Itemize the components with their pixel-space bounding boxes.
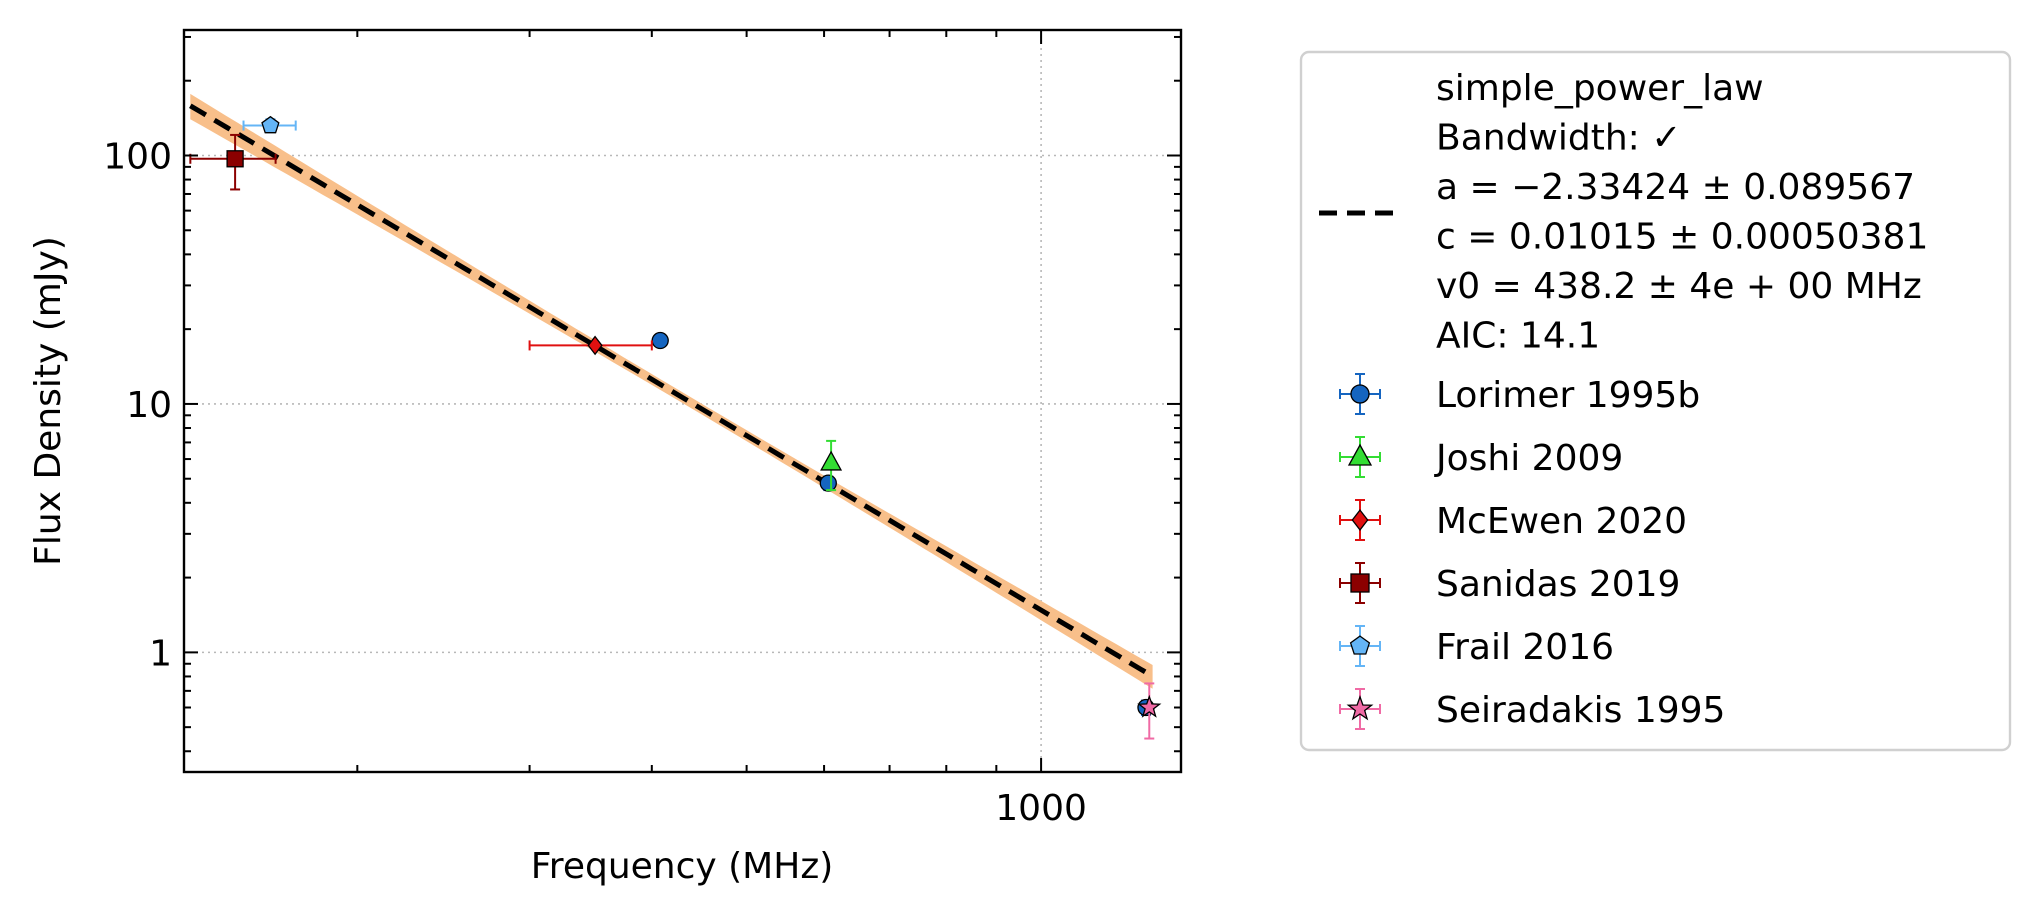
- legend-fit-line-1: simple_power_law: [1436, 68, 1764, 109]
- grid-lines: [184, 30, 1181, 772]
- legend-label: Lorimer 1995b: [1436, 375, 1700, 416]
- data-point-mcewen-2020: [528, 335, 653, 356]
- legend-marker-circle: [1350, 384, 1370, 404]
- marker-pentagon: [261, 115, 280, 134]
- y-tick-label: 10: [126, 385, 172, 426]
- legend-fit-line-4: c = 0.01015 ± 0.00050381: [1436, 217, 1928, 258]
- legend-fit-line-3: a = −2.33424 ± 0.089567: [1436, 167, 1915, 208]
- legend: simple_power_law Bandwidth: ✓ a = −2.33424…: [1299, 50, 2012, 752]
- legend-marker-square: [1350, 573, 1370, 593]
- data-point-lorimer-1995b: [819, 474, 837, 492]
- data-point-joshi-2009: [820, 439, 843, 492]
- data-points: [189, 115, 1162, 740]
- legend-marker-diamond: [1351, 509, 1369, 531]
- axis-ticks: 1000 1 10 100: [103, 30, 1181, 829]
- legend-entry: Lorimer 1995b: [1339, 373, 1700, 416]
- legend-entry: Seiradakis 1995: [1339, 688, 1725, 731]
- marker-triangle: [820, 450, 843, 471]
- legend-marker-star: [1346, 694, 1374, 721]
- legend-marker-pentagon: [1349, 635, 1371, 655]
- legend-marker-triangle: [1347, 443, 1373, 466]
- y-tick-label: 100: [103, 136, 172, 177]
- legend-entry: Joshi 2009: [1339, 436, 1623, 479]
- marker-circle: [651, 331, 669, 350]
- marker-square: [226, 150, 244, 168]
- legend-label: Sanidas 2019: [1436, 564, 1680, 605]
- fit-uncertainty-band: [190, 93, 1153, 689]
- data-point-frail-2016: [242, 115, 297, 134]
- y-tick-label: 1: [149, 633, 172, 674]
- x-tick-label: 1000: [995, 788, 1087, 829]
- legend-fit-line-6: AIC: 14.1: [1436, 316, 1600, 357]
- legend-label: Joshi 2009: [1434, 438, 1623, 479]
- data-point-seiradakis-1995: [1137, 682, 1162, 740]
- plot-frame: [182, 28, 1183, 774]
- legend-entry: Frail 2016: [1339, 625, 1614, 668]
- legend-entry: McEwen 2020: [1339, 499, 1687, 542]
- legend-fit-line-2: Bandwidth: ✓: [1436, 118, 1681, 159]
- x-axis-label: Frequency (MHz): [531, 846, 834, 887]
- legend-label: McEwen 2020: [1436, 501, 1687, 542]
- legend-label: Seiradakis 1995: [1436, 690, 1725, 731]
- legend-label: Frail 2016: [1436, 627, 1614, 668]
- marker-star: [1137, 694, 1162, 718]
- marker-circle: [819, 474, 837, 492]
- fit-layer: [189, 93, 1154, 689]
- legend-fit-line-5: v0 = 438.2 ± 4e + 00 MHz: [1436, 266, 1922, 307]
- legend-entry: Sanidas 2019: [1339, 562, 1680, 605]
- y-axis-label: Flux Density (mJy): [28, 236, 69, 566]
- data-point-sanidas-2019: [189, 133, 277, 191]
- marker-diamond: [587, 335, 603, 356]
- legend-frame: [1299, 50, 2012, 752]
- data-point-lorimer-1995b: [651, 331, 669, 350]
- fit-line: [189, 103, 1154, 679]
